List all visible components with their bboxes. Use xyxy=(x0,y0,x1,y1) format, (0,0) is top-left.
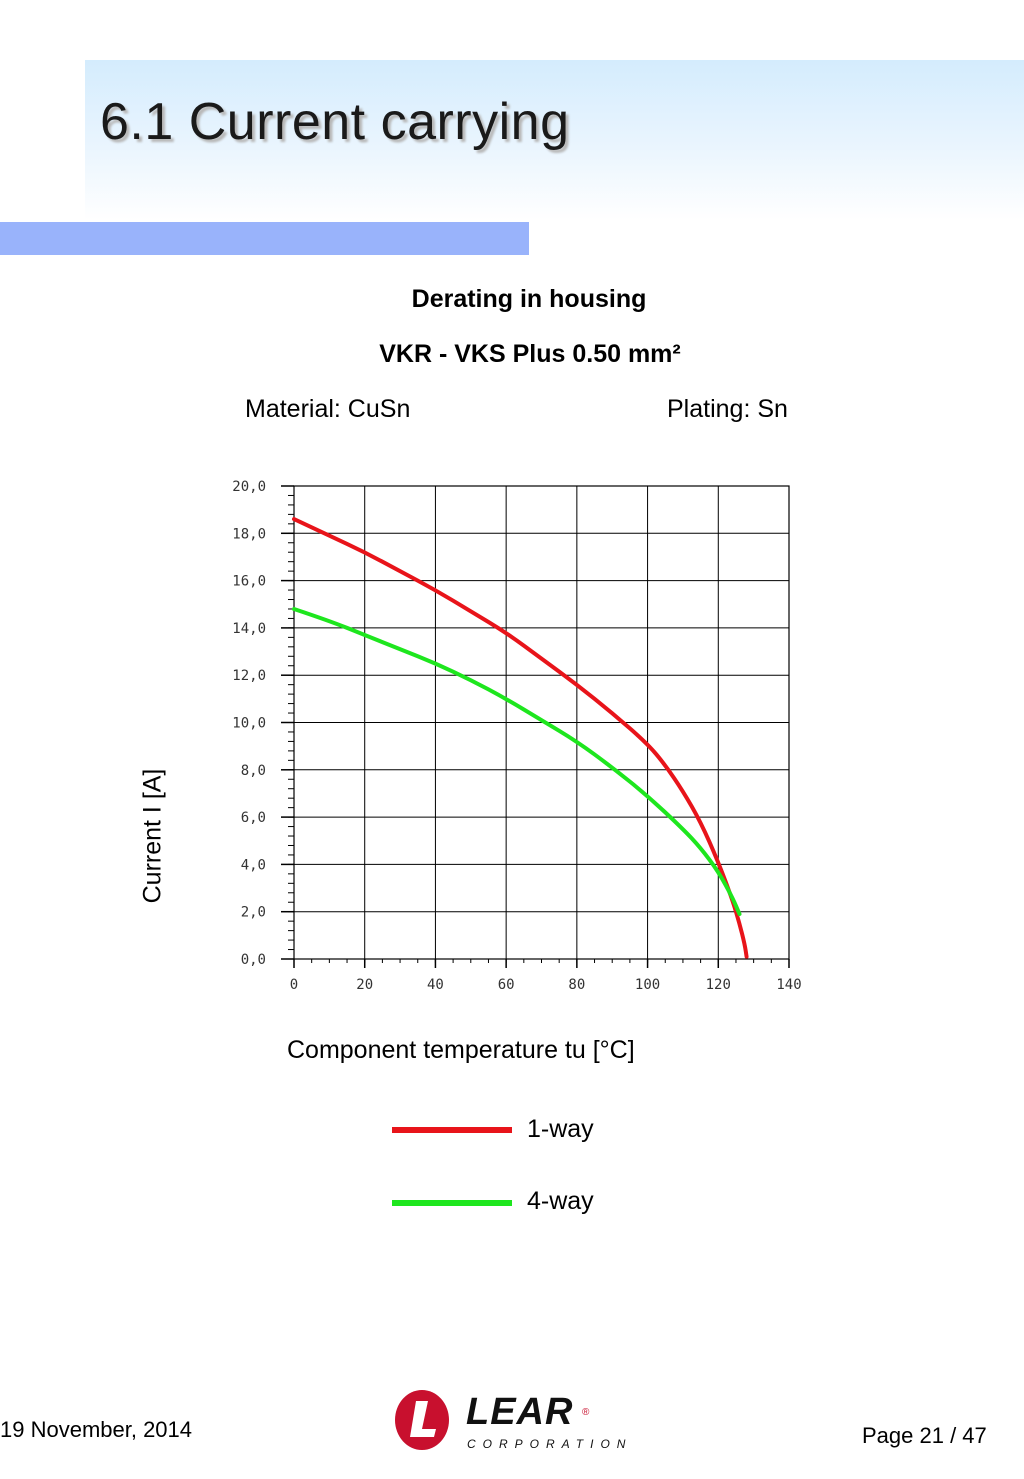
chart-series xyxy=(292,517,749,959)
x-tick-label-60: 60 xyxy=(498,977,515,993)
x-tick-label-40: 40 xyxy=(427,977,444,993)
x-tick-label-120: 120 xyxy=(706,977,731,993)
legend-label-1-way: 1-way xyxy=(527,1115,594,1143)
y-axis-label: Current I [A] xyxy=(138,768,167,904)
x-axis-label: Component temperature tu [°C] xyxy=(287,1036,635,1064)
y-tick-label-14,0: 14,0 xyxy=(232,621,266,637)
y-tick-label-18,0: 18,0 xyxy=(232,526,266,542)
page-title: 6.1 Current carrying xyxy=(100,93,570,151)
y-tick-label-6,0: 6,0 xyxy=(241,810,266,826)
x-tick-label-0: 0 xyxy=(290,977,298,993)
chart-subtitle: VKR - VKS Plus 0.50 mm² xyxy=(379,340,681,368)
series-line-1-way xyxy=(292,517,749,959)
material-label: Material: CuSn xyxy=(245,395,411,423)
logo-registered-mark: ® xyxy=(582,1407,590,1418)
y-tick-label-16,0: 16,0 xyxy=(232,574,266,590)
x-tick-label-140: 140 xyxy=(776,977,801,993)
footer-date: 19 November, 2014 xyxy=(0,1417,193,1442)
title-band xyxy=(85,60,1024,220)
y-tick-label-20,0: 20,0 xyxy=(232,479,266,495)
chart-tick-labels: 0 20 40 60 80 100 120 140 0,0 2,0 4,0 6,0 8,0 10,0 12,… xyxy=(232,479,801,993)
x-tick-label-100: 100 xyxy=(635,977,660,993)
legend-swatch-1-way xyxy=(392,1127,512,1133)
chart-ticks xyxy=(281,485,790,968)
legend-swatch-4-way xyxy=(392,1200,512,1206)
y-tick-label-12,0: 12,0 xyxy=(232,668,266,684)
legend-label-4-way: 4-way xyxy=(527,1187,594,1215)
series-line-4-way xyxy=(292,606,742,917)
logo-word: LEAR xyxy=(466,1391,574,1433)
y-tick-label-0,0: 0,0 xyxy=(241,952,266,968)
logo-subtitle: CORPORATION xyxy=(467,1437,633,1451)
y-tick-label-10,0: 10,0 xyxy=(232,716,266,732)
x-tick-label-20: 20 xyxy=(356,977,373,993)
accent-bar xyxy=(0,222,529,255)
footer-page-number: Page 21 / 47 xyxy=(862,1423,987,1448)
chart-title: Derating in housing xyxy=(411,285,647,313)
lear-corporation-logo: LEAR ® CORPORATION xyxy=(392,1385,632,1455)
plating-label: Plating: Sn xyxy=(667,395,788,423)
y-tick-label-8,0: 8,0 xyxy=(241,763,266,779)
chart-grid xyxy=(293,485,790,960)
lear-logo-mark-icon xyxy=(395,1390,449,1450)
x-tick-label-80: 80 xyxy=(568,977,585,993)
y-tick-label-4,0: 4,0 xyxy=(241,857,266,873)
y-tick-label-2,0: 2,0 xyxy=(241,905,266,921)
